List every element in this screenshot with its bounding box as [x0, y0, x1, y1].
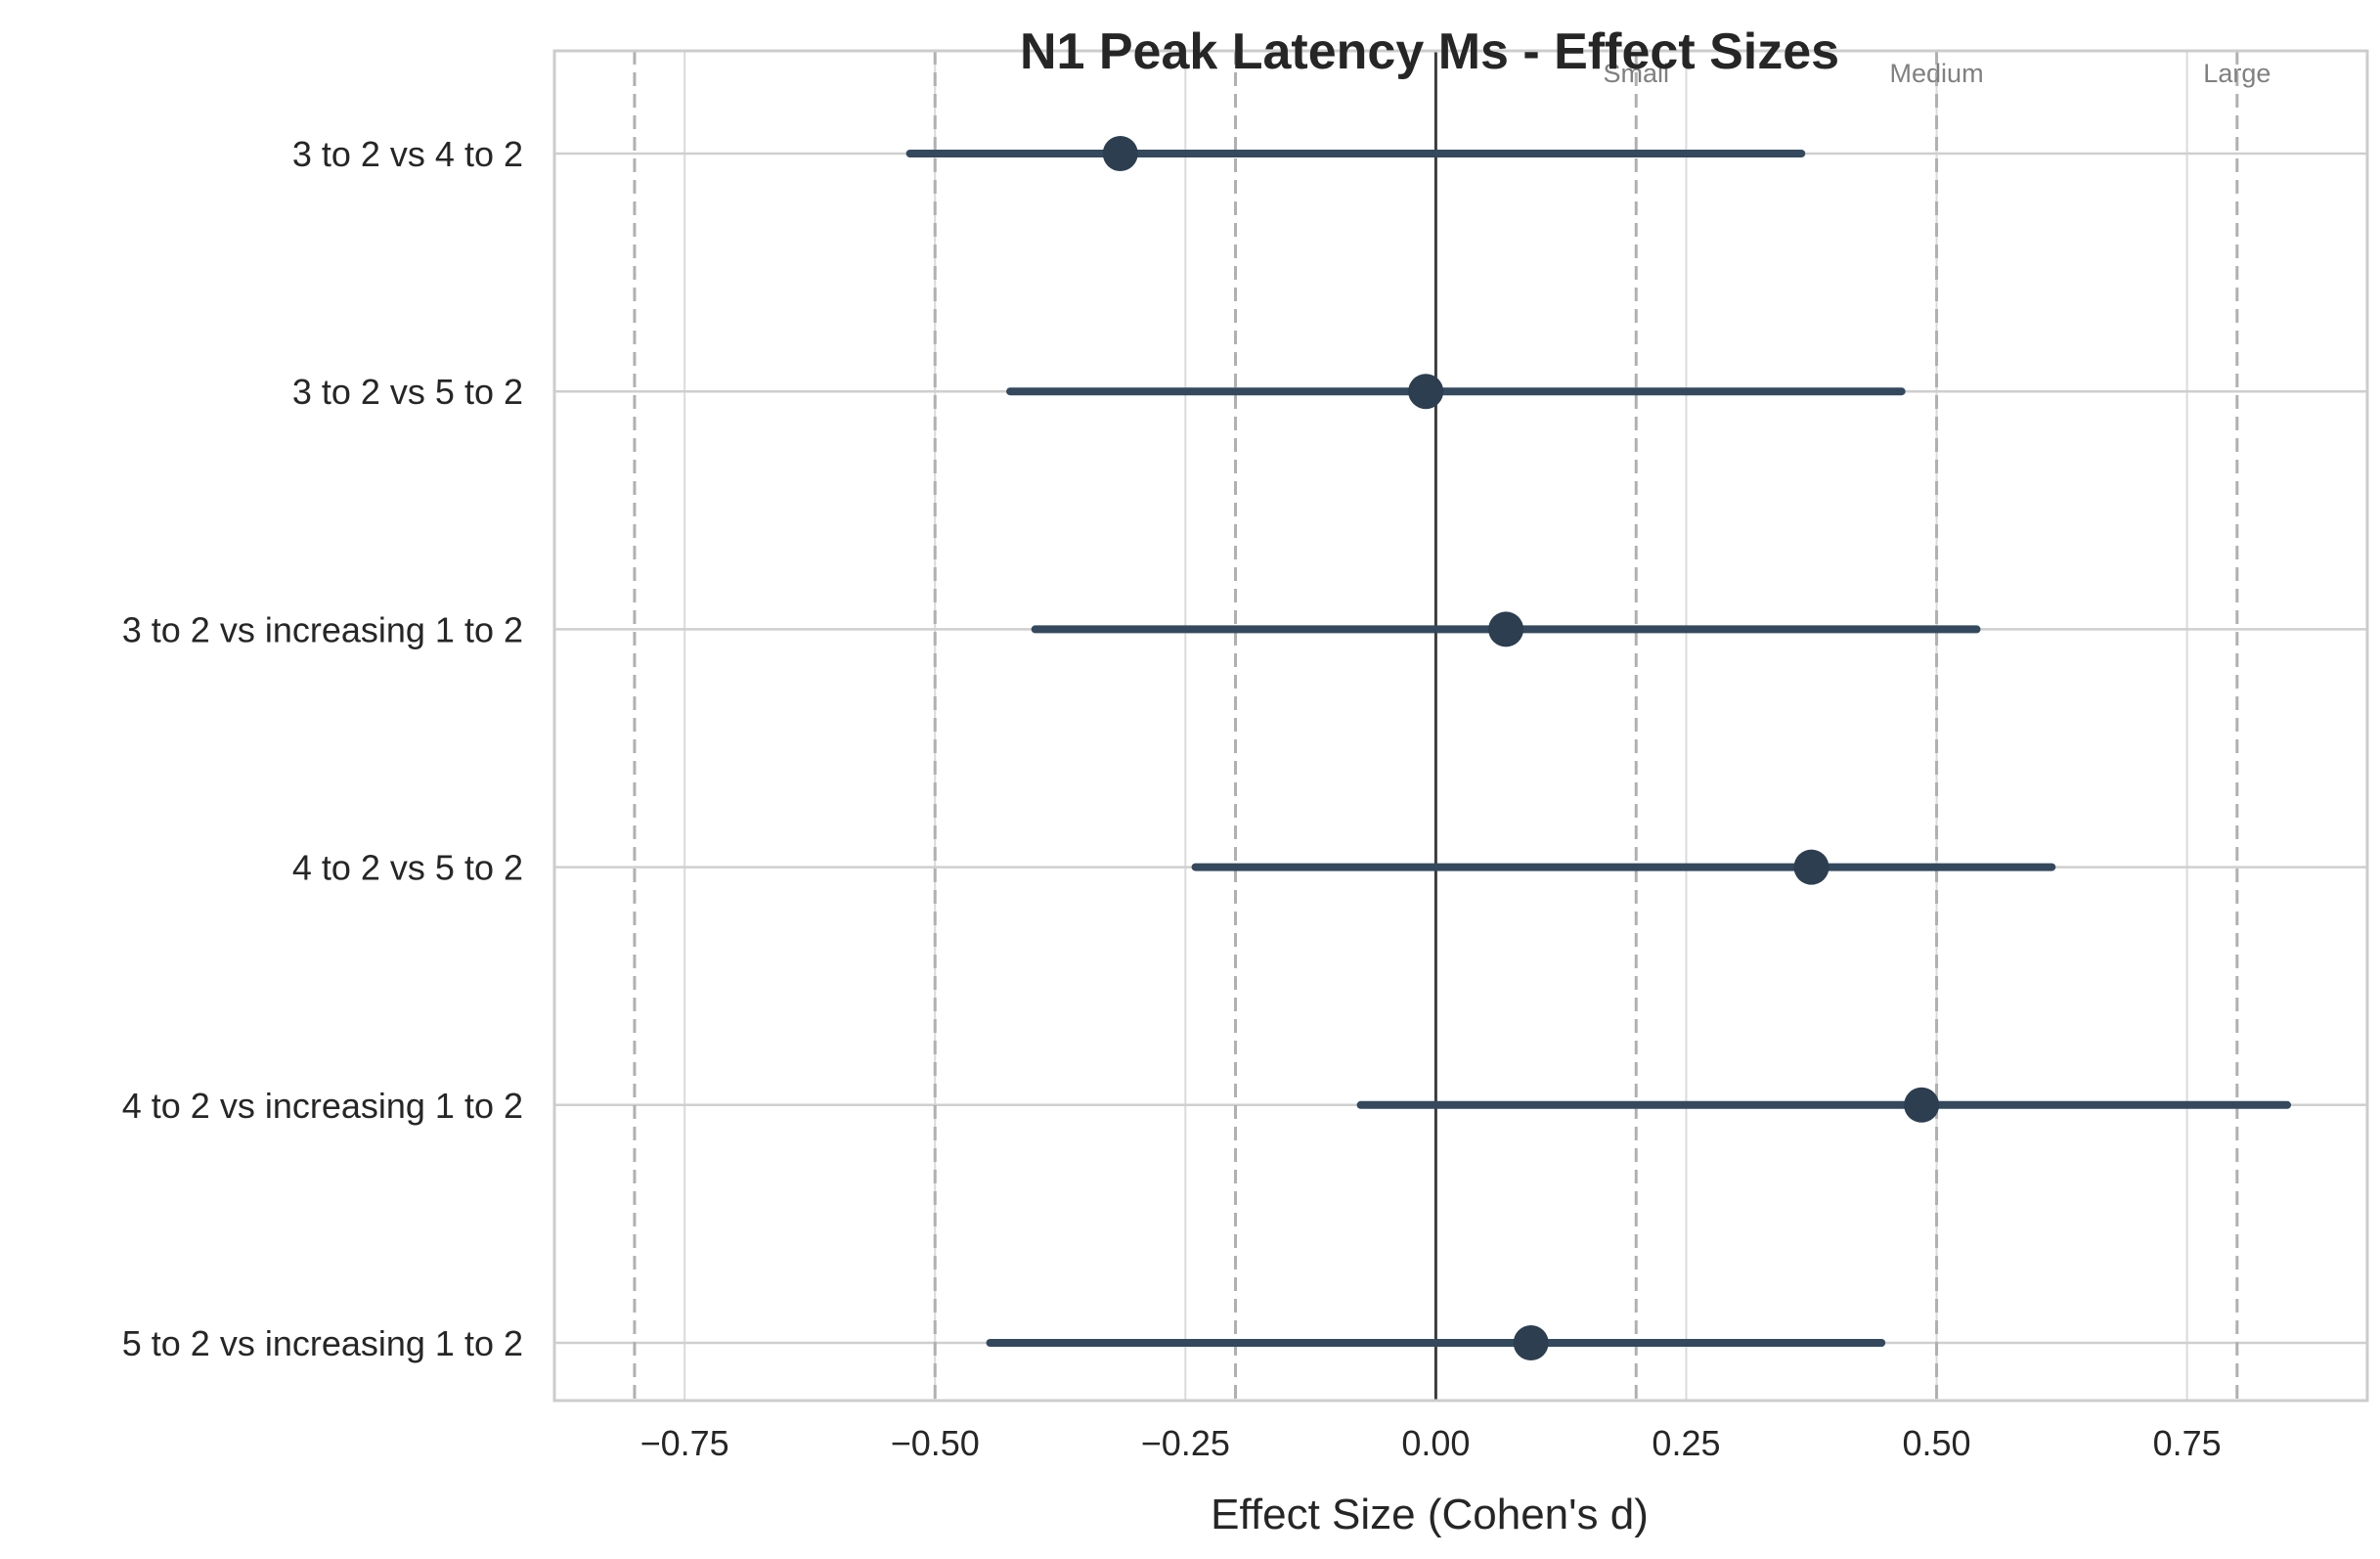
- threshold-label: Large: [2203, 59, 2270, 88]
- x-tick-labels: −0.75 −0.50 −0.25 0.00 0.25 0.50 0.75: [640, 1423, 2222, 1463]
- y-category-labels: 5 to 2 vs increasing 1 to 2 4 to 2 vs inc…: [122, 134, 523, 1363]
- x-axis-label: Effect Size (Cohen's d): [1211, 1491, 1649, 1538]
- threshold-label: Small: [1603, 59, 1669, 88]
- effect-point-layer: [1102, 136, 1940, 1360]
- effect-point: [1904, 1087, 1940, 1123]
- y-tick-label: 3 to 2 vs increasing 1 to 2: [122, 609, 523, 649]
- x-tick-label: −0.75: [640, 1423, 729, 1463]
- x-tick-label: 0.75: [2153, 1423, 2222, 1463]
- effect-point: [1102, 136, 1138, 171]
- x-tick-label: −0.25: [1141, 1423, 1230, 1463]
- axes-frame: [552, 49, 2369, 1403]
- threshold-layer: [633, 51, 2239, 1401]
- x-tick-label: 0.50: [1903, 1423, 1971, 1463]
- x-tick-label: 0.25: [1652, 1423, 1720, 1463]
- y-tick-label: 5 to 2 vs increasing 1 to 2: [122, 1323, 523, 1363]
- effect-point: [1488, 611, 1524, 647]
- effect-point: [1408, 374, 1444, 410]
- chart-title: N1 Peak Latency Ms - Effect Sizes: [1020, 23, 1839, 80]
- y-tick-label: 3 to 2 vs 5 to 2: [292, 372, 523, 412]
- x-tick-label: −0.50: [891, 1423, 980, 1463]
- x-tick-label: 0.00: [1401, 1423, 1470, 1463]
- y-tick-label: 4 to 2 vs 5 to 2: [292, 848, 523, 888]
- effect-point: [1793, 849, 1829, 885]
- threshold-label: Medium: [1890, 59, 1984, 88]
- threshold-labels: Small Medium Large: [1603, 59, 2270, 88]
- y-tick-label: 4 to 2 vs increasing 1 to 2: [122, 1086, 523, 1126]
- y-tick-label: 3 to 2 vs 4 to 2: [292, 134, 523, 174]
- effect-point: [1513, 1325, 1549, 1360]
